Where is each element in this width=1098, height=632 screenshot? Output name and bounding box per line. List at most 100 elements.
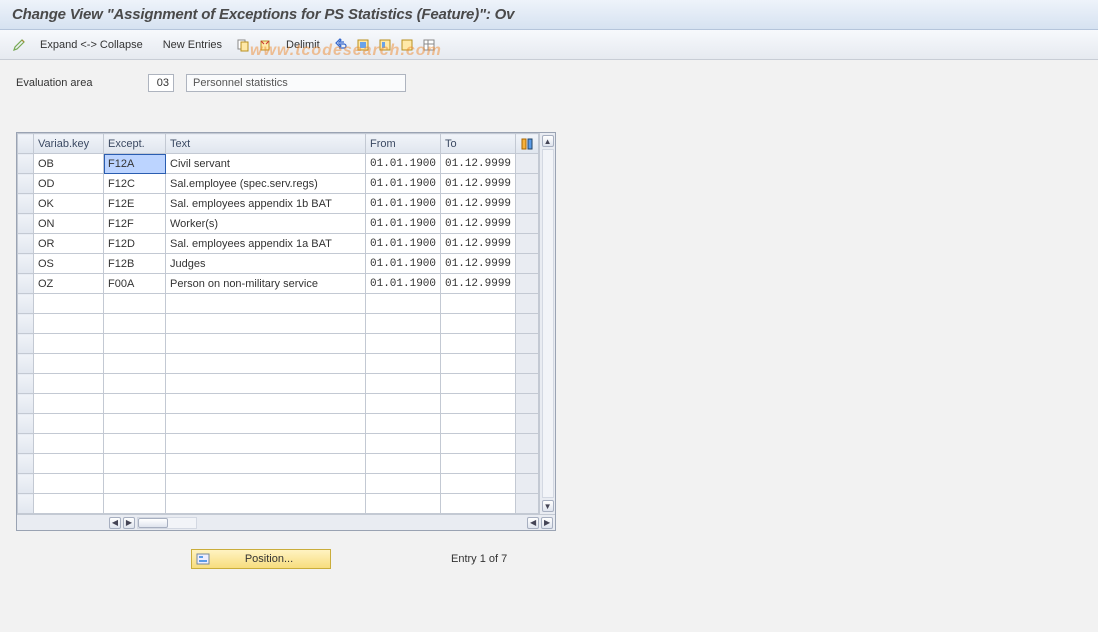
copy-as-icon[interactable] [256,36,274,54]
cell-empty[interactable] [34,374,104,394]
position-button[interactable]: Position... [191,549,331,569]
table-row[interactable]: OKF12ESal. employees appendix 1b BAT01.0… [18,194,539,214]
cell-to[interactable]: 01.12.9999 [441,214,516,234]
cell-empty[interactable] [366,374,441,394]
cell-empty[interactable] [441,374,516,394]
cell-empty[interactable] [366,354,441,374]
cell-text[interactable]: Civil servant [166,154,366,174]
cell-empty[interactable] [166,334,366,354]
horizontal-scrollbar[interactable]: ◀ ▶ ◀ ▶ [17,514,555,530]
row-selector[interactable] [18,494,34,514]
cell-to[interactable]: 01.12.9999 [441,194,516,214]
table-row-empty[interactable] [18,434,539,454]
cell-empty[interactable] [441,474,516,494]
cell-empty[interactable] [366,494,441,514]
table-row[interactable]: ORF12DSal. employees appendix 1a BAT01.0… [18,234,539,254]
configure-columns-icon[interactable] [516,134,539,154]
cell-empty[interactable] [34,294,104,314]
table-row-empty[interactable] [18,374,539,394]
hscroll-track[interactable] [137,517,197,529]
cell-except[interactable]: F12E [104,194,166,214]
cell-empty[interactable] [166,394,366,414]
cell-variab-key[interactable]: OK [34,194,104,214]
row-selector[interactable] [18,234,34,254]
scroll-down-icon[interactable]: ▼ [542,500,554,512]
cell-empty[interactable] [34,474,104,494]
cell-empty[interactable] [166,434,366,454]
hscroll-left1-icon[interactable]: ◀ [109,517,121,529]
expand-collapse-button[interactable]: Expand <-> Collapse [32,37,151,53]
cell-variab-key[interactable]: OD [34,174,104,194]
cell-from[interactable]: 01.01.1900 [366,214,441,234]
cell-to[interactable]: 01.12.9999 [441,234,516,254]
cell-except[interactable]: F12D [104,234,166,254]
cell-empty[interactable] [34,394,104,414]
col-header-to[interactable]: To [441,134,516,154]
cell-empty[interactable] [166,354,366,374]
row-selector[interactable] [18,254,34,274]
cell-empty[interactable] [366,394,441,414]
cell-empty[interactable] [104,374,166,394]
cell-empty[interactable] [104,474,166,494]
cell-empty[interactable] [34,454,104,474]
cell-except[interactable]: F12C [104,174,166,194]
hscroll-left2-icon[interactable]: ◀ [527,517,539,529]
cell-empty[interactable] [34,414,104,434]
undo-icon[interactable] [332,36,350,54]
cell-text[interactable]: Sal. employees appendix 1a BAT [166,234,366,254]
select-block-icon[interactable] [376,36,394,54]
cell-empty[interactable] [441,494,516,514]
cell-empty[interactable] [34,434,104,454]
copy-icon[interactable] [234,36,252,54]
cell-except[interactable]: F12B [104,254,166,274]
cell-to[interactable]: 01.12.9999 [441,174,516,194]
cell-text[interactable]: Worker(s) [166,214,366,234]
cell-empty[interactable] [34,494,104,514]
cell-empty[interactable] [441,454,516,474]
delimit-button[interactable]: Delimit [278,37,328,53]
table-row-empty[interactable] [18,334,539,354]
cell-variab-key[interactable]: OZ [34,274,104,294]
cell-variab-key[interactable]: ON [34,214,104,234]
cell-empty[interactable] [104,354,166,374]
cell-empty[interactable] [104,394,166,414]
cell-empty[interactable] [104,414,166,434]
cell-text[interactable]: Sal.employee (spec.serv.regs) [166,174,366,194]
cell-empty[interactable] [366,454,441,474]
cell-text[interactable]: Sal. employees appendix 1b BAT [166,194,366,214]
table-row[interactable]: OZF00APerson on non-military service01.0… [18,274,539,294]
cell-empty[interactable] [366,474,441,494]
cell-to[interactable]: 01.12.9999 [441,274,516,294]
cell-empty[interactable] [166,454,366,474]
row-selector[interactable] [18,354,34,374]
row-selector[interactable] [18,294,34,314]
table-row[interactable]: ONF12FWorker(s)01.01.190001.12.9999 [18,214,539,234]
table-row-empty[interactable] [18,354,539,374]
cell-to[interactable]: 01.12.9999 [441,154,516,174]
row-selector[interactable] [18,374,34,394]
col-header-text[interactable]: Text [166,134,366,154]
cell-empty[interactable] [166,374,366,394]
pencil-icon[interactable] [10,36,28,54]
cell-empty[interactable] [166,314,366,334]
row-selector[interactable] [18,394,34,414]
cell-variab-key[interactable]: OS [34,254,104,274]
table-row[interactable]: ODF12CSal.employee (spec.serv.regs)01.01… [18,174,539,194]
cell-empty[interactable] [166,494,366,514]
table-row[interactable]: OBF12ACivil servant01.01.190001.12.9999 [18,154,539,174]
cell-empty[interactable] [441,414,516,434]
cell-empty[interactable] [441,434,516,454]
row-selector[interactable] [18,154,34,174]
row-selector[interactable] [18,174,34,194]
row-selector-header[interactable] [18,134,34,154]
table-row-empty[interactable] [18,394,539,414]
table-row-empty[interactable] [18,494,539,514]
table-row-empty[interactable] [18,474,539,494]
cell-from[interactable]: 01.01.1900 [366,174,441,194]
cell-text[interactable]: Person on non-military service [166,274,366,294]
hscroll-right1-icon[interactable]: ▶ [123,517,135,529]
table-row[interactable]: OSF12BJudges01.01.190001.12.9999 [18,254,539,274]
cell-from[interactable]: 01.01.1900 [366,254,441,274]
cell-empty[interactable] [104,494,166,514]
col-header-from[interactable]: From [366,134,441,154]
